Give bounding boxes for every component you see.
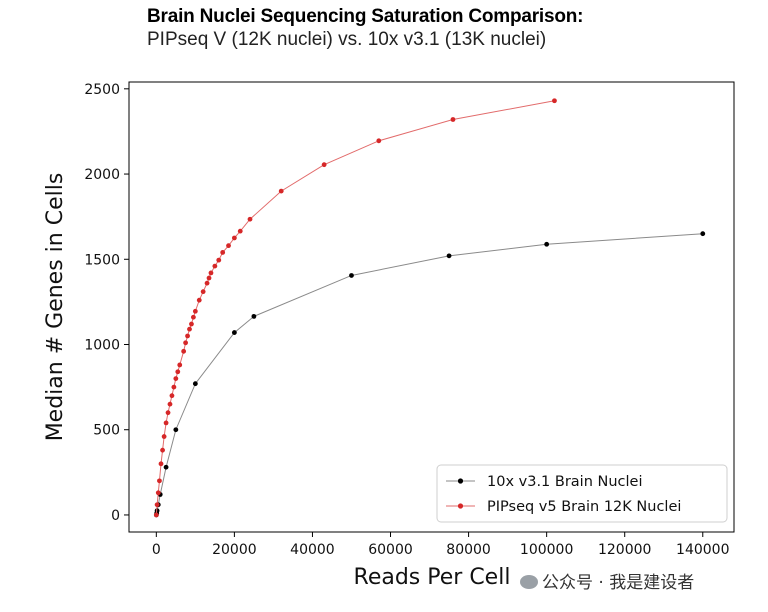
y-tick-label: 1500 [84, 252, 120, 268]
chart-title-block: Brain Nuclei Sequencing Saturation Compa… [147, 6, 584, 51]
y-tick-label: 2000 [84, 167, 120, 183]
data-point-10x [163, 464, 169, 470]
data-point-pipseq [177, 362, 183, 368]
legend-box [436, 464, 728, 523]
plot-frame [128, 81, 735, 533]
data-point-pipseq [183, 340, 189, 346]
data-point-pipseq [157, 478, 162, 484]
data-point-10x [544, 241, 550, 247]
data-point-pipseq [552, 98, 557, 104]
legend-label-pipseq: PIPseq v5 Brain 12K Nuclei [487, 499, 681, 515]
data-point-pipseq [206, 275, 212, 281]
data-point-pipseq [200, 289, 206, 295]
data-point-10x [446, 253, 452, 259]
data-point-pipseq [155, 490, 161, 496]
data-point-pipseq [226, 243, 231, 249]
y-tick-label: 0 [111, 508, 120, 524]
data-point-pipseq [171, 384, 177, 390]
legend-marker-pipseq [457, 503, 464, 509]
data-point-10x [700, 231, 706, 237]
y-tick-label: 2500 [84, 82, 120, 98]
data-point-pipseq [153, 512, 159, 518]
y-axis-ticks: 0 500 1000 1500 2000 2500 [84, 82, 129, 524]
data-point-pipseq [161, 434, 167, 439]
chart-title: Brain Nuclei Sequencing Saturation Compa… [147, 6, 584, 27]
data-point-pipseq [321, 162, 327, 168]
data-point-pipseq [278, 188, 284, 194]
y-tick-label: 500 [93, 423, 120, 439]
x-tick-label: 0 [152, 542, 161, 558]
watermark-text: 公众号 · 我是建设者 [542, 573, 695, 593]
chart-subtitle: PIPseq V (12K nuclei) vs. 10x v3.1 (13K … [147, 29, 547, 50]
x-tick-label: 140000 [676, 542, 729, 558]
x-axis-ticks: 0 20000 40000 60000 80000 100000 120000 140000 [152, 532, 730, 558]
y-tick-label: 1000 [84, 338, 120, 354]
data-point-pipseq [169, 393, 175, 399]
data-point-pipseq [165, 410, 171, 416]
data-point-10x [231, 330, 237, 335]
x-tick-label: 100000 [520, 542, 573, 558]
data-point-pipseq [163, 420, 169, 426]
x-tick-label: 40000 [290, 542, 335, 558]
series-line-pipseq [155, 100, 555, 515]
data-point-pipseq [212, 263, 218, 269]
data-point-pipseq [220, 250, 226, 255]
data-point-pipseq [237, 228, 243, 234]
data-point-pipseq [196, 297, 202, 303]
x-tick-label: 80000 [446, 542, 491, 558]
x-tick-label: 120000 [598, 542, 651, 558]
data-point-pipseq [204, 280, 210, 286]
x-tick-label: 60000 [368, 542, 413, 558]
data-point-pipseq [216, 257, 222, 263]
data-point-pipseq [189, 321, 194, 327]
data-point-pipseq [160, 447, 165, 453]
data-point-pipseq [185, 333, 190, 339]
y-axis-label: Median # Genes in Cells [43, 173, 68, 442]
x-axis-label: Reads Per Cell [354, 565, 511, 590]
data-point-10x [192, 381, 198, 387]
legend-label-10x: 10x v3.1 Brain Nuclei [487, 474, 643, 490]
data-point-pipseq [247, 216, 253, 222]
legend: 10x v3.1 Brain Nuclei PIPseq v5 Brain 12… [436, 464, 728, 523]
data-point-pipseq [167, 401, 173, 407]
data-point-pipseq [154, 502, 160, 508]
data-point-pipseq [231, 235, 237, 241]
watermark: 公众号 · 我是建设者 [516, 567, 699, 594]
data-point-pipseq [208, 270, 214, 276]
data-point-pipseq [175, 369, 181, 375]
x-tick-label: 20000 [212, 542, 257, 558]
legend-marker-10x [457, 478, 464, 484]
data-point-pipseq [376, 138, 382, 144]
series-pipseq [153, 98, 557, 518]
data-point-pipseq [191, 314, 196, 320]
data-point-10x [251, 313, 257, 319]
wechat-icon [520, 575, 538, 589]
data-point-pipseq [450, 117, 456, 122]
data-point-pipseq [173, 376, 179, 381]
data-point-pipseq [158, 461, 164, 467]
data-point-10x [173, 427, 179, 433]
series-layer [153, 98, 706, 518]
data-point-pipseq [181, 348, 187, 354]
data-point-10x [349, 273, 354, 278]
data-point-pipseq [187, 326, 192, 332]
data-point-pipseq [192, 308, 198, 314]
